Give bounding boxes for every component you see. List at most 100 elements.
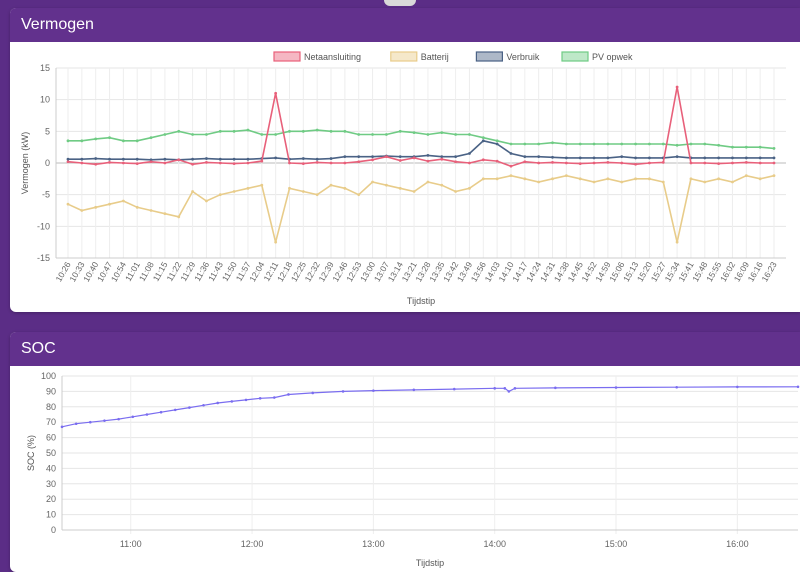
data-point-netaansluiting	[371, 158, 374, 162]
series-line-batterij	[67, 174, 775, 243]
data-point-batterij	[135, 205, 139, 209]
y-axis-title: SOC (%)	[26, 435, 36, 471]
x-tick-label: 15:00	[605, 539, 628, 549]
data-point-pv-opwek	[426, 133, 430, 136]
y-tick-label: 10	[40, 95, 50, 105]
data-point-netaansluiting	[94, 162, 98, 166]
data-point-soc	[554, 386, 557, 390]
legend-item-verbruik: Verbruik	[475, 51, 540, 62]
data-point-pv-opwek	[121, 139, 125, 143]
data-point-batterij	[163, 212, 167, 216]
x-tick-label: 11:00	[120, 539, 142, 549]
data-point-netaansluiting	[689, 161, 693, 165]
y-tick-label: 0	[45, 158, 50, 168]
data-point-batterij	[744, 174, 748, 178]
data-point-pv-opwek	[551, 141, 554, 145]
data-point-pv-opwek	[108, 136, 111, 140]
data-point-netaansluiting	[468, 161, 471, 165]
y-axis-title: Vermogen (kW)	[20, 132, 30, 195]
data-point-batterij	[620, 180, 624, 184]
data-point-batterij	[398, 186, 402, 190]
data-point-pv-opwek	[648, 142, 651, 146]
series-batterij	[66, 174, 776, 244]
data-point-verbruik	[454, 155, 458, 159]
data-point-netaansluiting	[675, 85, 679, 89]
data-point-soc	[796, 385, 800, 389]
data-point-pv-opwek	[288, 129, 291, 133]
data-point-batterij	[703, 180, 707, 184]
y-tick-label: 70	[46, 417, 56, 427]
data-point-batterij	[758, 177, 762, 181]
data-point-verbruik	[758, 156, 762, 160]
data-point-pv-opwek	[495, 139, 499, 143]
data-point-netaansluiting	[177, 158, 181, 162]
data-point-pv-opwek	[80, 139, 84, 143]
data-point-pv-opwek	[343, 129, 347, 133]
series-line-pv-opwek	[68, 129, 775, 150]
data-point-soc	[244, 398, 248, 402]
data-point-pv-opwek	[592, 142, 596, 146]
data-point-verbruik	[440, 155, 444, 159]
data-point-verbruik	[578, 156, 582, 160]
legend-item-netaansluiting: Netaansluiting	[273, 51, 361, 62]
data-point-netaansluiting	[218, 161, 222, 165]
x-tick-label: 14:00	[483, 539, 506, 549]
data-point-pv-opwek	[564, 142, 568, 146]
y-tick-label: 60	[46, 433, 56, 443]
data-point-pv-opwek	[606, 142, 610, 146]
data-point-verbruik	[426, 154, 430, 157]
data-point-netaansluiting	[606, 160, 610, 164]
data-point-netaansluiting	[648, 161, 651, 165]
data-point-soc	[503, 387, 507, 390]
data-point-netaansluiting	[288, 161, 291, 165]
data-point-batterij	[205, 199, 208, 203]
data-point-soc	[513, 387, 517, 390]
data-point-netaansluiting	[108, 160, 111, 164]
data-point-verbruik	[315, 157, 319, 161]
legend-swatch-batterij	[390, 51, 418, 62]
data-point-netaansluiting	[301, 162, 305, 166]
data-point-pv-opwek	[94, 137, 98, 141]
data-point-verbruik	[94, 157, 98, 160]
data-point-verbruik	[731, 156, 734, 160]
data-point-batterij	[177, 215, 181, 219]
data-point-verbruik	[537, 155, 541, 159]
data-point-batterij	[509, 174, 513, 178]
data-point-netaansluiting	[315, 160, 319, 164]
data-point-batterij	[371, 180, 374, 184]
data-point-netaansluiting	[537, 161, 541, 165]
data-point-pv-opwek	[772, 147, 776, 150]
soc-panel-title: SOC	[10, 332, 800, 366]
data-point-soc	[675, 385, 678, 389]
data-point-batterij	[94, 205, 98, 209]
data-point-netaansluiting	[149, 160, 153, 164]
data-point-verbruik	[551, 155, 554, 159]
legend-swatch-pv-opwek	[561, 51, 589, 62]
data-point-soc	[230, 400, 234, 403]
data-point-verbruik	[163, 157, 167, 161]
data-point-netaansluiting	[426, 159, 430, 163]
data-point-netaansluiting	[274, 91, 278, 95]
data-point-verbruik	[620, 155, 624, 159]
data-point-netaansluiting	[260, 159, 264, 163]
power-chart: Netaansluiting Batterij Verbruik PV opwek 15…	[20, 51, 786, 306]
data-point-pv-opwek	[509, 142, 513, 146]
legend-swatch-verbruik	[475, 51, 503, 62]
data-point-batterij	[329, 183, 333, 187]
data-point-batterij	[218, 193, 222, 197]
data-point-pv-opwek	[661, 142, 665, 146]
data-point-verbruik	[398, 155, 402, 159]
y-tick-label: 30	[46, 479, 56, 489]
data-point-pv-opwek	[315, 128, 319, 132]
data-point-pv-opwek	[398, 129, 402, 133]
series-netaansluiting	[66, 85, 776, 168]
data-point-soc	[188, 406, 191, 409]
data-point-verbruik	[634, 156, 637, 160]
x-tick-label: 16:00	[726, 539, 749, 549]
data-point-verbruik	[191, 157, 194, 161]
data-point-pv-opwek	[384, 133, 388, 136]
data-point-pv-opwek	[744, 145, 748, 149]
data-point-batterij	[108, 202, 111, 206]
y-tick-label: 90	[46, 386, 56, 396]
